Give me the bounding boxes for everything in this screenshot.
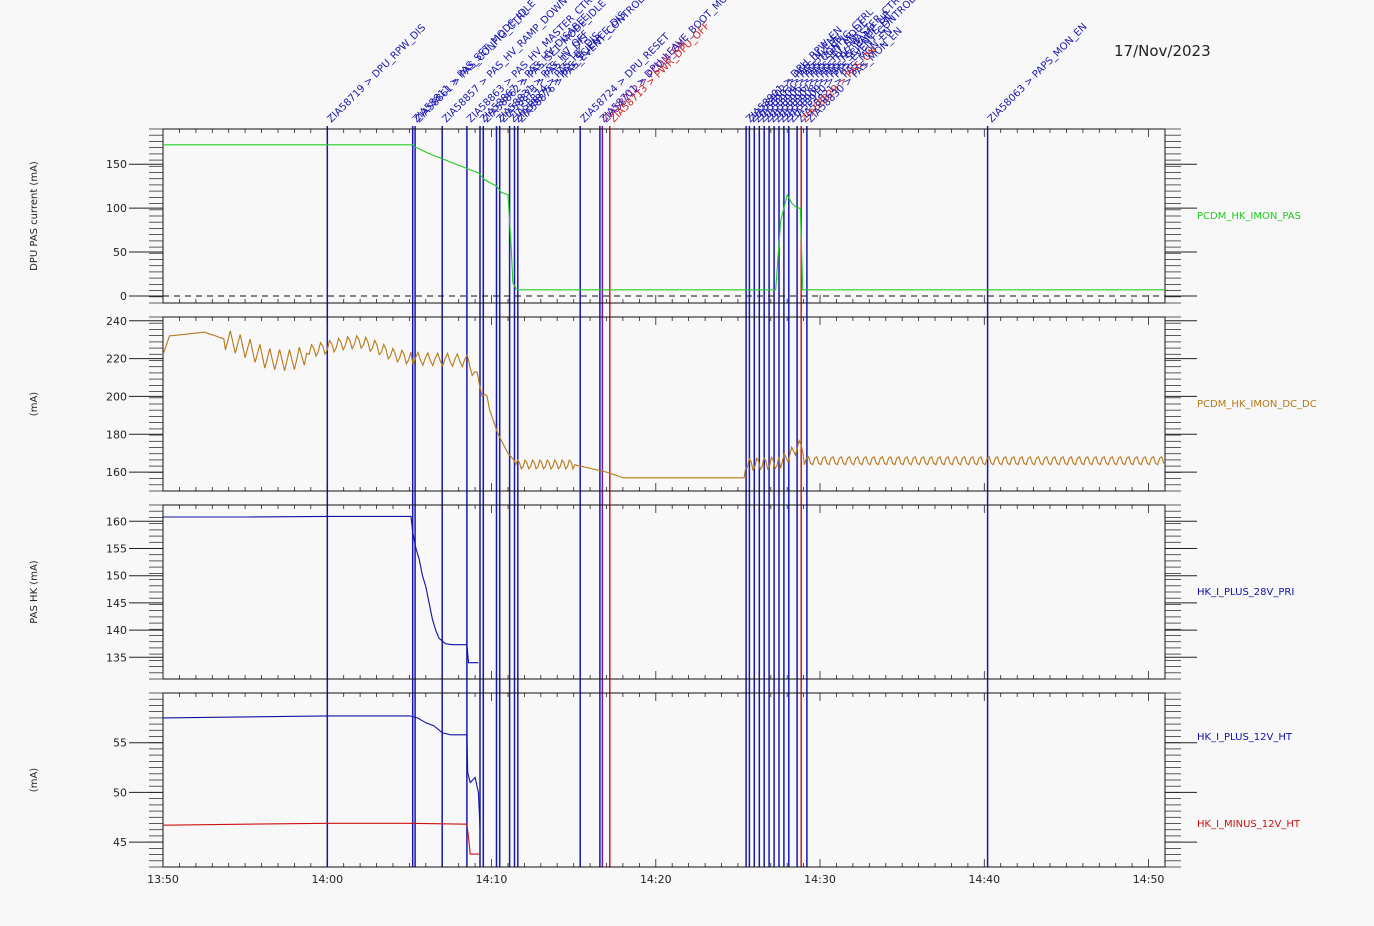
- y-tick-label: 45: [113, 836, 127, 849]
- y-tick-label: 155: [106, 543, 127, 556]
- series-line: [162, 330, 1165, 479]
- series-line: [163, 144, 1165, 291]
- series-line: [163, 515, 479, 664]
- y-tick-label: 240: [106, 315, 127, 328]
- y-tick-label: 0: [120, 290, 127, 303]
- y-tick-label: 55: [113, 737, 127, 750]
- y-tick-label: 160: [106, 515, 127, 528]
- x-tick-label: 13:50: [147, 873, 179, 886]
- y-axis-label: DPU PAS current (mA): [29, 161, 40, 271]
- y-axis-label: PAS HK (mA): [29, 560, 40, 623]
- panel-frame: [162, 504, 1166, 680]
- x-tick-label: 14:40: [968, 873, 1000, 886]
- y-tick-label: 145: [106, 597, 127, 610]
- y-tick-label: 200: [106, 390, 127, 403]
- y-tick-label: 220: [106, 353, 127, 366]
- y-tick-label: 150: [106, 570, 127, 583]
- series-line: [162, 715, 481, 828]
- panel-4: 45 50 55 (mA) HK_I_PLUS_12V_HT HK_I_MINUS_12V…: [29, 692, 1301, 868]
- y-tick-label: 160: [106, 466, 127, 479]
- y-tick-label: 180: [106, 428, 127, 441]
- event-label: ZIA58063 > PAPS_MON_EN: [986, 21, 1090, 125]
- panel-frame: [162, 316, 1166, 492]
- series-line: [162, 822, 480, 855]
- y-tick-label: 140: [106, 624, 127, 637]
- x-tick-label: 14:10: [476, 873, 508, 886]
- y-axis-label: (mA): [29, 768, 40, 792]
- legend-entry: PCDM_HK_IMON_DC_DC: [1197, 399, 1317, 410]
- legend-entry: PCDM_HK_IMON_PAS: [1197, 211, 1301, 222]
- event-label: ZIA58719 > DPU_RPW_DIS: [326, 23, 429, 126]
- panel-frame: [162, 128, 1166, 304]
- panel-1: 0 50 100 150 DPU PAS current (mA) PCDM_HK_IMO…: [29, 128, 1301, 304]
- x-tick-label: 14:00: [311, 873, 343, 886]
- legend-entry: HK_I_PLUS_12V_HT: [1197, 732, 1293, 743]
- legend-entry: HK_I_MINUS_12V_HT: [1197, 819, 1301, 830]
- y-tick-label: 150: [106, 158, 127, 171]
- y-axis-label: (mA): [29, 392, 40, 416]
- legend-entry: HK_I_PLUS_28V_PRI: [1197, 587, 1294, 598]
- x-tick-label: 14:50: [1133, 873, 1165, 886]
- x-tick-label: 14:20: [640, 873, 672, 886]
- panel-frame: [162, 692, 1166, 868]
- x-tick-labels: 13:50 14:00 14:10 14:20 14:30 14:40 14:50: [147, 873, 1164, 886]
- y-tick-label: 50: [113, 786, 127, 799]
- panel-2: 160 180 200 220 240 (mA) PCDM_HK_IMON_DC_DC: [29, 315, 1317, 492]
- y-tick-label: 135: [106, 651, 127, 664]
- y-tick-label: 50: [113, 246, 127, 259]
- y-tick-label: 100: [106, 202, 127, 215]
- panel-3: 135 140 145 150 155 160 PAS HK (mA) HK_I_PLUS_2…: [29, 504, 1294, 680]
- plot-date: 17/Nov/2023: [1114, 42, 1211, 60]
- x-tick-label: 14:30: [804, 873, 836, 886]
